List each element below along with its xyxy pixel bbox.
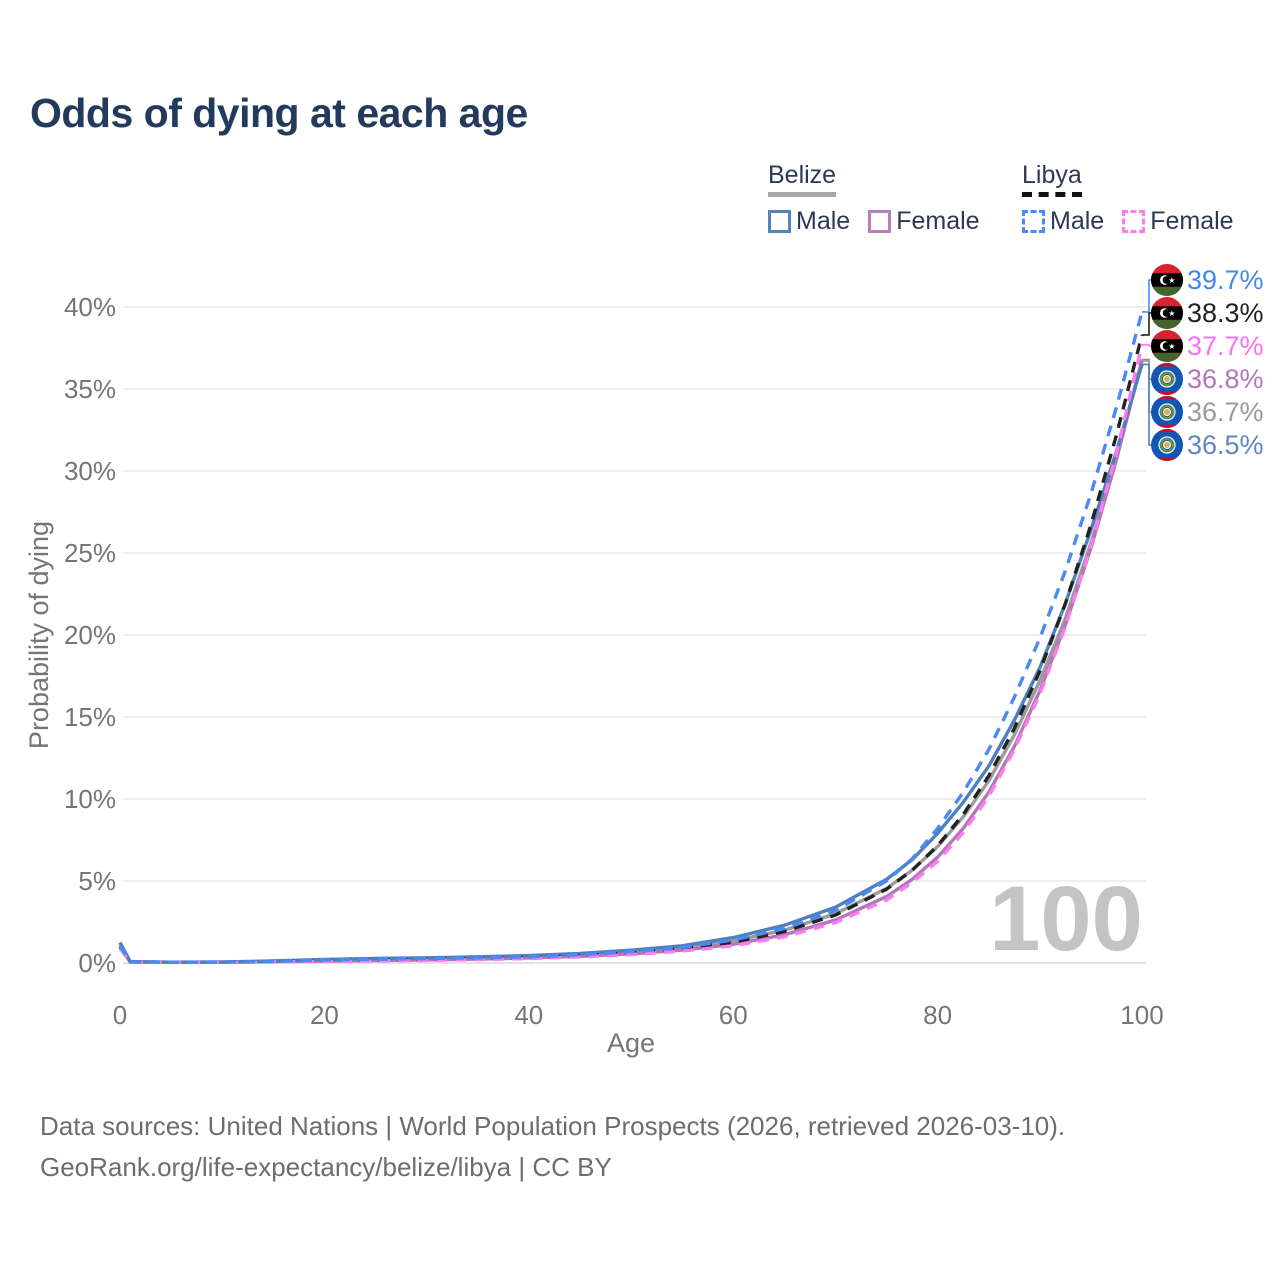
y-tick-label: 15% — [64, 702, 116, 732]
x-tick-label: 100 — [1120, 1000, 1163, 1030]
y-tick-label: 40% — [64, 292, 116, 322]
age-counter-watermark: 100 — [989, 868, 1143, 970]
x-tick-label: 0 — [113, 1000, 127, 1030]
legend-item-libya-female[interactable]: Female — [1122, 206, 1234, 236]
legend-item-belize-female[interactable]: Female — [868, 206, 980, 236]
legend-label: Female — [1150, 206, 1234, 235]
legend-label: Female — [896, 206, 980, 235]
libya-flag-icon: ★ — [1151, 297, 1183, 329]
svg-text:★: ★ — [1168, 342, 1175, 351]
libya-flag-icon: ★ — [1151, 264, 1183, 296]
y-tick-label: 25% — [64, 538, 116, 568]
series-libya-male[interactable] — [118, 311, 1144, 965]
y-tick-label: 20% — [64, 620, 116, 650]
libya-flag-icon: ★ — [1151, 330, 1183, 362]
svg-text:★: ★ — [1168, 309, 1175, 318]
end-value-label: 37.7% — [1187, 331, 1264, 361]
legend-header-libya: Libya — [1022, 161, 1082, 197]
x-tick-label: 20 — [310, 1000, 339, 1030]
end-value-label: 36.5% — [1187, 430, 1264, 460]
end-value-label: 36.8% — [1187, 364, 1264, 394]
legend-row: Male Female — [1022, 207, 1252, 236]
belize-male-swatch-icon — [768, 209, 791, 233]
svg-text:★: ★ — [1168, 276, 1175, 285]
x-axis-title: Age — [607, 1028, 655, 1058]
end-value-label: 38.3% — [1187, 298, 1264, 328]
legend-item-libya-male[interactable]: Male — [1022, 207, 1104, 236]
legend-row: Male Female — [768, 207, 998, 236]
footer-attribution: Data sources: United Nations | World Pop… — [40, 1106, 1065, 1188]
x-tick-label: 80 — [923, 1000, 952, 1030]
belize-flag-icon — [1151, 363, 1183, 395]
libya-male-swatch-icon — [1022, 209, 1045, 233]
belize-flag-icon — [1151, 429, 1183, 461]
end-value-label: 39.7% — [1187, 265, 1264, 295]
end-value-label: 36.7% — [1187, 397, 1264, 427]
x-tick-label: 40 — [514, 1000, 543, 1030]
belize-flag-icon — [1151, 396, 1183, 428]
footer-url: GeoRank.org/life-expectancy/belize/libya… — [40, 1152, 612, 1182]
y-tick-label: 0% — [78, 948, 116, 978]
y-tick-label: 35% — [64, 374, 116, 404]
legend-item-belize-male[interactable]: Male — [768, 207, 850, 236]
footer-data-sources: Data sources: United Nations | World Pop… — [40, 1111, 1066, 1141]
legend-group-libya: Libya Male Female — [1022, 161, 1252, 236]
y-tick-label: 30% — [64, 456, 116, 486]
page-title: Odds of dying at each age — [30, 90, 528, 136]
belize-female-swatch-icon — [868, 209, 892, 233]
y-tick-label: 10% — [64, 784, 116, 814]
y-axis-title: Probability of dying — [24, 521, 54, 749]
legend-label: Male — [796, 206, 851, 235]
legend-group-belize: Belize Male Female — [768, 161, 998, 236]
x-tick-label: 60 — [719, 1000, 748, 1030]
y-tick-label: 5% — [78, 866, 116, 896]
legend-header-belize: Belize — [768, 161, 837, 197]
legend-label: Male — [1050, 206, 1105, 235]
libya-female-swatch-icon — [1122, 209, 1146, 233]
